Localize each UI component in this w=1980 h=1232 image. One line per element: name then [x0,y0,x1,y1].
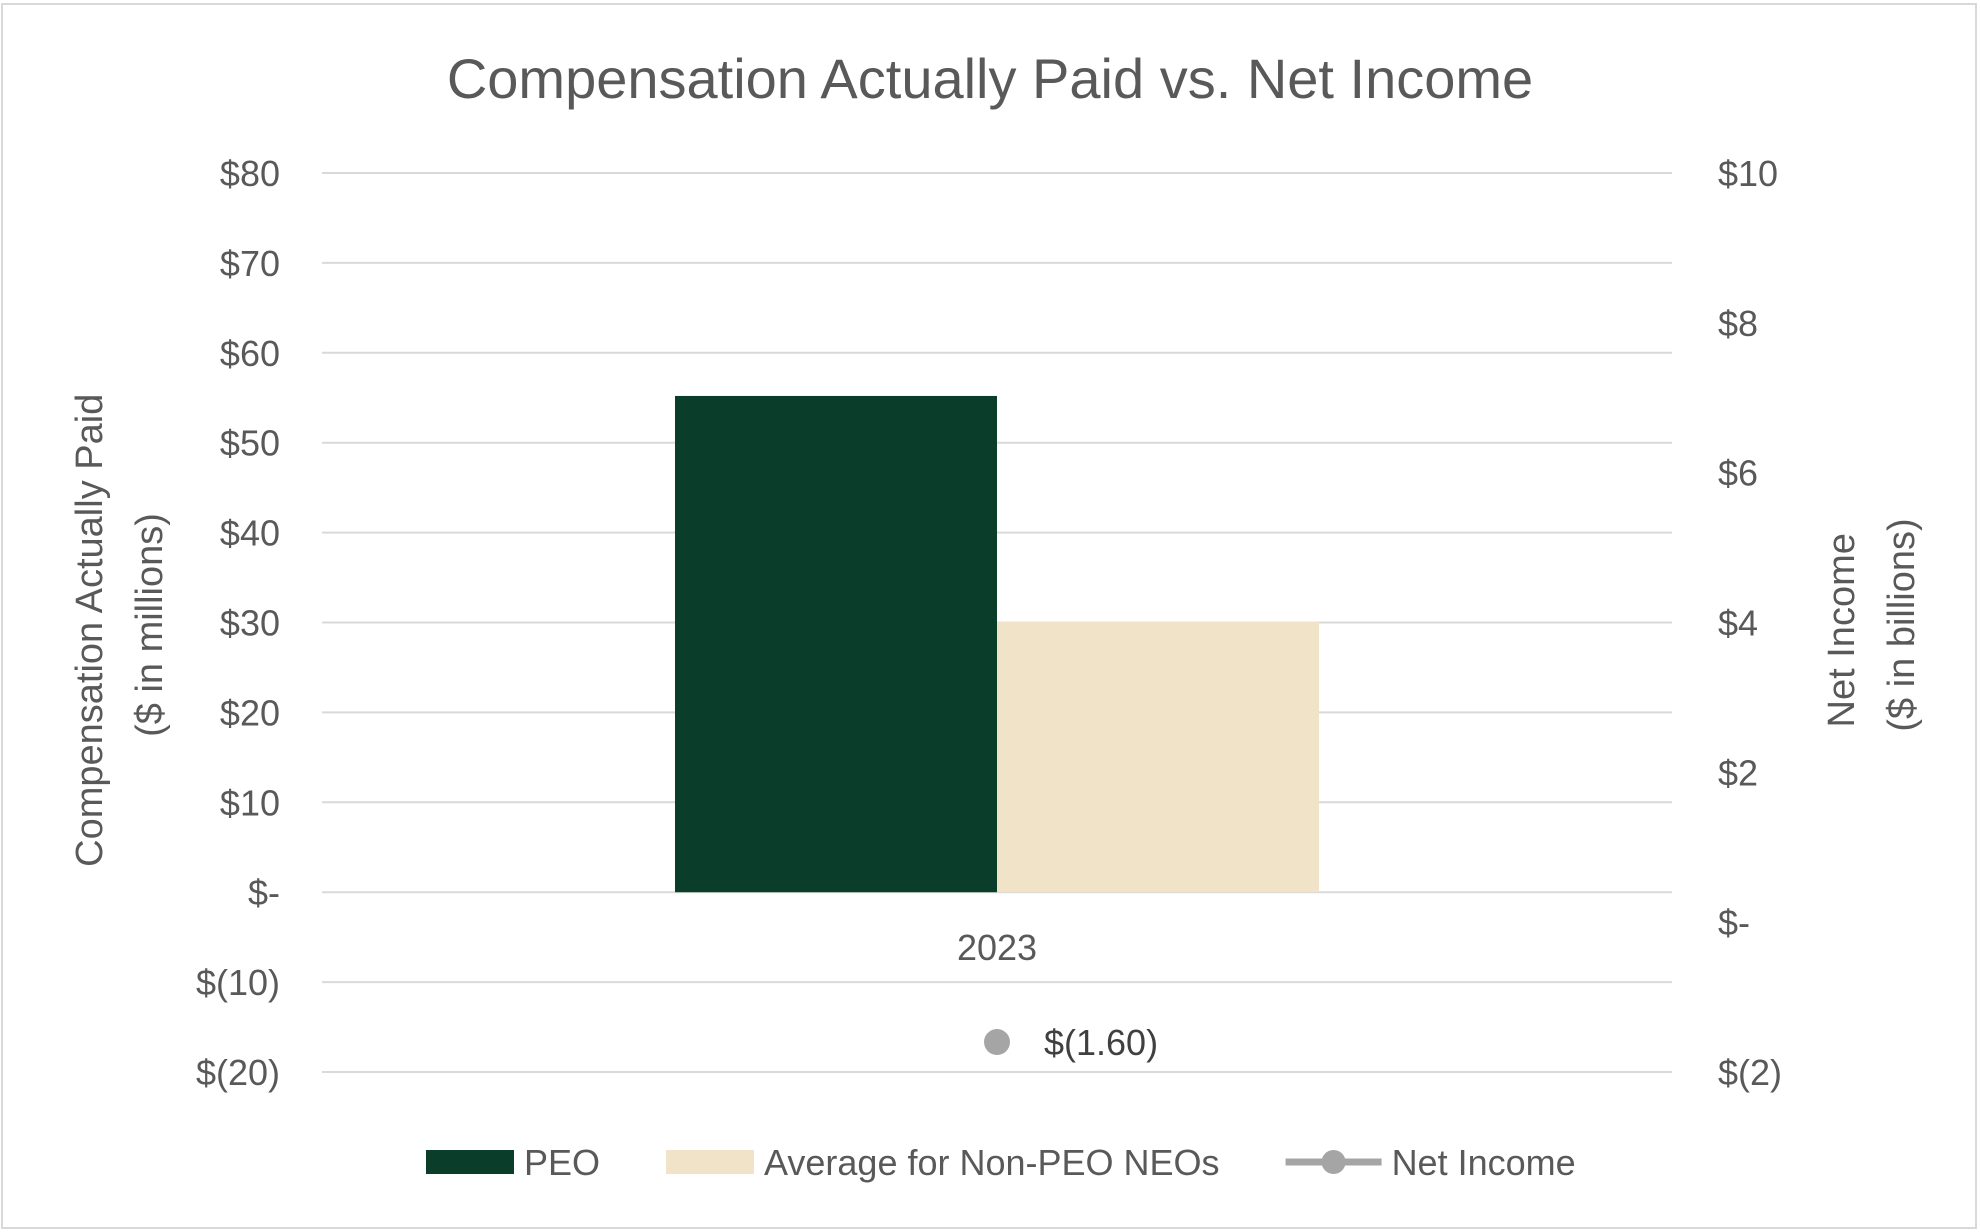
x-axis-ticks: 2023 [957,927,1037,968]
right-axis-title-line1: Net Income [1821,533,1863,727]
left-tick-label: $20 [220,692,280,733]
left-tick-label: $70 [220,243,280,284]
right-tick-label: $8 [1718,303,1758,344]
left-tick-label: $30 [220,603,280,644]
right-tick-label: $- [1718,902,1750,943]
left-tick-label: $(10) [196,962,280,1003]
legend-label-average-for-non-peo-neos: Average for Non-PEO NEOs [764,1142,1220,1183]
legend-swatch-peo [426,1150,514,1174]
bars [675,395,1319,893]
right-axis-ticks: $10 $8 $6 $4 $2 $- $(2) [1718,153,1782,1093]
legend-label-peo: PEO [524,1142,600,1183]
right-axis-title-line2: ($ in billions) [1881,518,1923,731]
legend-swatch-average-for-non-peo-neos [666,1150,755,1174]
net-income-data-label: $(1.60) [1044,1022,1158,1063]
x-tick-label: 2023 [957,927,1037,968]
net-income-point [984,1029,1010,1056]
left-tick-label: $- [248,872,280,913]
chart-title: Compensation Actually Paid vs. Net Incom… [447,47,1533,110]
legend: PEO Average for Non-PEO NEOs Net Income [426,1142,1576,1183]
right-axis-title: Net Income ($ in billions) [1821,518,1923,731]
left-tick-label: $10 [220,782,280,823]
left-axis-title-line2: ($ in millions) [129,513,171,737]
bar-peo [675,395,997,893]
right-tick-label: $6 [1718,453,1758,494]
left-axis-ticks: $80 $70 $60 $50 $40 $30 $20 $10 $- $(10) $(20) [196,153,280,1093]
legend-label-net-income: Net Income [1392,1142,1576,1183]
left-tick-label: $(20) [196,1052,280,1093]
legend-marker-net-income [1321,1150,1346,1174]
right-tick-label: $2 [1718,752,1758,793]
left-tick-label: $80 [220,153,280,194]
net-income-points: $(1.60) [984,1022,1158,1063]
left-tick-label: $40 [220,513,280,554]
right-tick-label: $(2) [1718,1052,1782,1093]
bar-average-for-non-peo-neos [997,621,1319,893]
left-axis-title: Compensation Actually Paid ($ in million… [69,383,171,867]
right-tick-label: $10 [1718,153,1778,194]
right-tick-label: $4 [1718,603,1758,644]
left-axis-title-line1: Compensation Actually Paid [69,394,111,867]
left-tick-label: $50 [220,423,280,464]
left-tick-label: $60 [220,333,280,374]
